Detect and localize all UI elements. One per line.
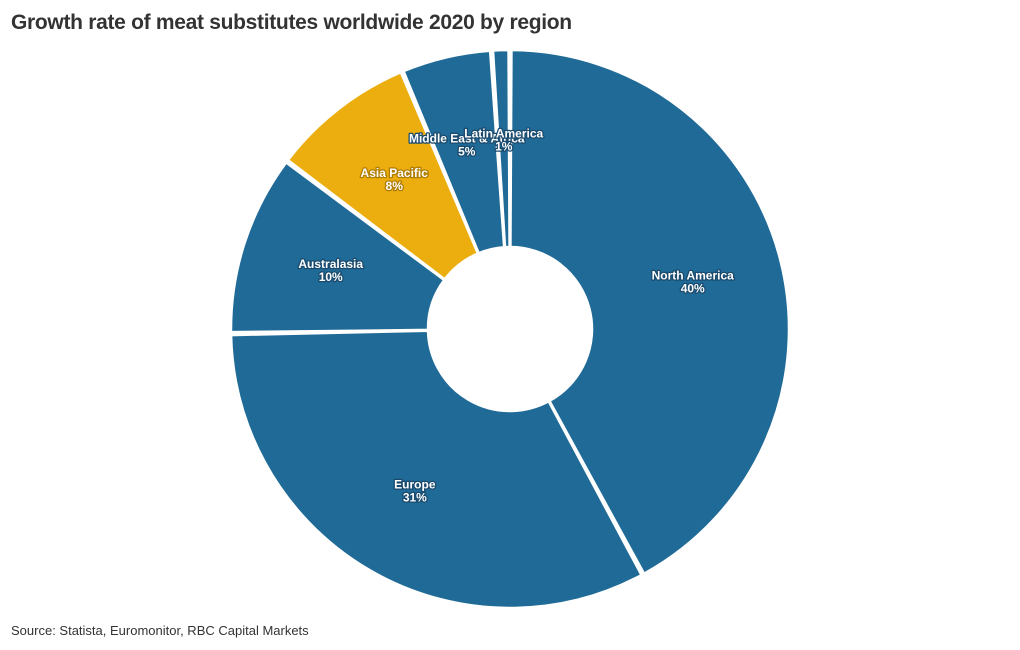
slice-value-label: 40% — [681, 282, 705, 296]
slice-value-label: 31% — [403, 491, 427, 505]
slice-latin-america[interactable] — [491, 48, 511, 249]
slice-value-label: 1% — [495, 140, 513, 154]
slice-category-label: Australasia — [298, 257, 363, 271]
slice-label-europe: Europe 31% — [394, 478, 436, 505]
slice-label-asia-pacific: Asia Pacific 8% — [361, 166, 429, 193]
slice-category-label: Europe — [394, 478, 436, 492]
slice-category-label: Asia Pacific — [361, 166, 429, 180]
slice-labels: North America 40%Europe 31%Australasia 10%A… — [297, 125, 735, 506]
slice-value-label: 8% — [386, 179, 404, 193]
slice-middle-east-and-africa[interactable] — [402, 49, 506, 255]
slice-label-latin-america: Latin America 1% — [464, 127, 543, 154]
slice-australasia[interactable] — [229, 161, 446, 334]
slice-north-america[interactable] — [509, 48, 791, 575]
slice-label-australasia: Australasia 10% — [298, 257, 363, 284]
slice-europe[interactable] — [229, 329, 643, 610]
donut-slices — [229, 48, 791, 610]
slice-asia-pacific[interactable] — [286, 70, 480, 281]
slice-label-middle-east-and-africa: Middle East & Africa 5% — [409, 132, 525, 159]
slice-label-north-america: North America 40% — [652, 269, 735, 296]
slice-category-label: North America — [652, 269, 735, 283]
slice-category-label: Middle East & Africa — [409, 132, 525, 146]
chart-title: Growth rate of meat substitutes worldwid… — [11, 11, 572, 34]
slice-value-label: 5% — [458, 145, 476, 159]
slice-value-label: 10% — [319, 270, 343, 284]
slice-category-label: Latin America — [464, 127, 543, 141]
source-note: Source: Statista, Euromonitor, RBC Capit… — [11, 623, 309, 638]
